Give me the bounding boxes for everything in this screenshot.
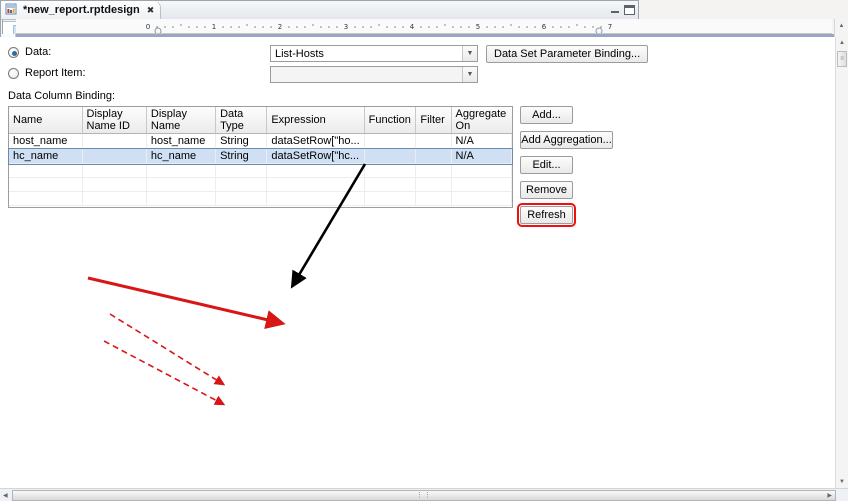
minimize-icon[interactable] xyxy=(609,4,621,16)
editor-tab-label: *new_report.rptdesign xyxy=(23,4,140,16)
cell-data-type: String xyxy=(215,133,268,149)
svg-text:3: 3 xyxy=(344,23,348,31)
col-filter[interactable]: Filter xyxy=(415,107,452,134)
close-icon[interactable]: ✖ xyxy=(146,4,155,15)
scroll-thumb[interactable]: ⋮⋮ xyxy=(12,489,836,501)
scroll-down-icon[interactable]: ▼ xyxy=(839,479,845,485)
cell-function xyxy=(364,148,417,164)
svg-text:5: 5 xyxy=(476,23,480,31)
data-column-binding-label: Data Column Binding: xyxy=(8,90,116,102)
refresh-button[interactable]: Refresh xyxy=(517,203,576,227)
col-data-type[interactable]: Data Type xyxy=(215,107,268,134)
svg-text:7: 7 xyxy=(608,23,612,31)
report-item-combo[interactable]: ▼ xyxy=(270,66,478,83)
scroll-up-icon[interactable]: ▲ xyxy=(838,22,845,29)
horizontal-ruler[interactable]: 0 1 2 3 4 5 6 7 xyxy=(16,19,832,34)
col-name[interactable]: Name xyxy=(9,107,83,134)
data-set-parameter-binding-button[interactable]: Data Set Parameter Binding... xyxy=(486,45,649,63)
add-button[interactable]: Add... xyxy=(520,106,573,124)
table-row[interactable] xyxy=(9,163,513,178)
table-row[interactable] xyxy=(9,177,513,192)
rptdesign-file-icon xyxy=(5,3,19,17)
property-editor-view: Property Editor - Chart ✖ Properties Bin… xyxy=(0,37,848,501)
data-column-binding-table[interactable]: Name Display Name ID Display Name Data T… xyxy=(8,106,513,208)
maximize-icon[interactable] xyxy=(624,5,635,15)
table-row[interactable]: host_name host_name String dataSetRow["h… xyxy=(9,133,513,149)
data-radio[interactable] xyxy=(8,46,19,58)
property-editor-body: Data: List-Hosts ▼ Data Set Parameter Bi… xyxy=(0,37,848,488)
remove-button[interactable]: Remove xyxy=(520,181,573,199)
cell-expression: dataSetRow["ho... xyxy=(266,133,365,149)
svg-text:0: 0 xyxy=(146,23,150,31)
cell-data-type: String xyxy=(215,148,268,164)
editor-tabbar: *new_report.rptdesign ✖ xyxy=(1,1,638,20)
table-row[interactable] xyxy=(9,191,513,206)
svg-text:1: 1 xyxy=(212,23,216,31)
col-display-name[interactable]: Display Name xyxy=(146,107,217,134)
edit-button[interactable]: Edit... xyxy=(520,156,573,174)
cell-aggregate-on: N/A xyxy=(451,148,513,164)
svg-text:4: 4 xyxy=(410,23,415,31)
scroll-right-icon[interactable]: ▶ xyxy=(827,492,832,499)
cell-filter xyxy=(415,133,452,149)
editor-view-tools xyxy=(609,4,635,16)
col-display-name-id[interactable]: Display Name ID xyxy=(82,107,147,134)
editor-tab-new-report[interactable]: *new_report.rptdesign ✖ xyxy=(1,1,162,19)
cell-function xyxy=(364,133,417,149)
cell-name: hc_name xyxy=(9,148,83,164)
data-radio-row: Data: xyxy=(8,46,69,58)
scroll-up-icon[interactable]: ▲ xyxy=(839,40,845,46)
cell-display-name-id xyxy=(82,133,147,149)
property-editor-vertical-scrollbar[interactable]: ▲ ≡ ▼ xyxy=(835,37,848,488)
binding-action-buttons: Add... Add Aggregation... Edit... Remove… xyxy=(517,106,613,227)
table-row[interactable]: hc_name hc_name String dataSetRow["hc...… xyxy=(8,147,513,165)
svg-text:6: 6 xyxy=(542,23,547,31)
cell-filter xyxy=(415,148,452,164)
report-item-radio-row: Report Item: xyxy=(8,67,86,79)
cell-display-name: host_name xyxy=(146,133,217,149)
data-set-combo[interactable]: List-Hosts ▼ xyxy=(270,45,478,62)
col-aggregate-on[interactable]: Aggregate On xyxy=(451,107,512,134)
data-radio-label: Data: xyxy=(25,46,52,58)
col-expression[interactable]: Expression xyxy=(266,107,365,134)
report-item-radio[interactable] xyxy=(8,67,19,79)
report-item-radio-label: Report Item: xyxy=(25,67,86,79)
cell-expression: dataSetRow["hc... xyxy=(266,148,365,164)
cell-aggregate-on: N/A xyxy=(451,133,513,149)
chevron-down-icon[interactable]: ▼ xyxy=(462,67,477,82)
property-editor-horizontal-scrollbar[interactable]: ◀ ⋮⋮ ▶ xyxy=(0,488,848,501)
col-function[interactable]: Function xyxy=(364,107,417,134)
cell-display-name-id xyxy=(82,148,147,164)
scroll-thumb[interactable]: ≡ xyxy=(837,51,847,67)
svg-text:2: 2 xyxy=(278,23,282,31)
scroll-left-icon[interactable]: ◀ xyxy=(3,492,8,499)
cell-name: host_name xyxy=(9,133,83,149)
chevron-down-icon[interactable]: ▼ xyxy=(462,46,477,61)
table-header-row: Name Display Name ID Display Name Data T… xyxy=(9,107,512,134)
add-aggregation-button[interactable]: Add Aggregation... xyxy=(520,131,613,149)
data-set-combo-value: List-Hosts xyxy=(275,47,324,60)
cell-display-name: hc_name xyxy=(146,148,217,164)
